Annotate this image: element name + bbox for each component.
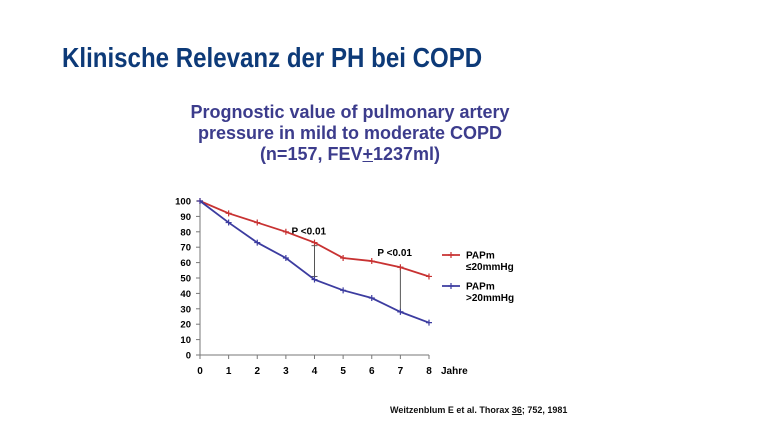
x-tick-label: 4 bbox=[312, 366, 318, 377]
y-tick-label: 30 bbox=[180, 304, 191, 315]
y-tick-label: 70 bbox=[180, 243, 191, 254]
data-point bbox=[426, 273, 432, 280]
data-point bbox=[397, 264, 404, 271]
data-point bbox=[225, 219, 232, 226]
y-tick-label: 10 bbox=[180, 335, 191, 346]
x-tick-label: 6 bbox=[369, 366, 375, 377]
chart-title-line1: Prognostic value of pulmonary artery bbox=[190, 102, 510, 122]
x-tick-label: 2 bbox=[254, 366, 260, 377]
citation: Weitzenblum E et al. Thorax 36; 752, 198… bbox=[390, 405, 567, 415]
chart-title-line3-before: (n=157, FEV bbox=[259, 144, 363, 164]
legend-label: PAPm bbox=[466, 251, 495, 262]
citation-after: ; 752, 1981 bbox=[521, 405, 568, 415]
data-point bbox=[340, 254, 347, 261]
y-tick-label: 20 bbox=[180, 320, 191, 331]
x-tick-label: 3 bbox=[283, 366, 289, 377]
chart-title: Prognostic value of pulmonary artery pre… bbox=[150, 102, 550, 165]
data-point bbox=[311, 276, 318, 283]
data-point bbox=[197, 198, 203, 204]
data-point bbox=[254, 239, 261, 246]
x-tick-label: 0 bbox=[197, 366, 203, 377]
x-tick-label: 5 bbox=[340, 366, 346, 377]
x-tick-label: 1 bbox=[226, 366, 232, 377]
data-point bbox=[311, 239, 318, 246]
chart-title-line3-after: 1237ml) bbox=[373, 144, 441, 164]
data-point bbox=[225, 210, 232, 217]
legend-label: ≤20mmHg bbox=[466, 262, 514, 273]
x-axis-label: Jahre bbox=[441, 366, 468, 377]
data-point bbox=[368, 295, 375, 302]
data-point bbox=[254, 219, 261, 226]
legend-label: PAPm bbox=[466, 282, 495, 293]
slide-title: Klinische Relevanz der PH bei COPD bbox=[62, 42, 483, 73]
y-tick-label: 50 bbox=[180, 274, 191, 285]
data-point bbox=[340, 287, 347, 294]
y-tick-label: 60 bbox=[180, 258, 191, 269]
y-tick-label: 0 bbox=[186, 351, 191, 362]
data-point bbox=[282, 254, 289, 261]
chart-title-line3: (n=157, FEV+1237ml) bbox=[150, 144, 550, 165]
x-tick-label: 8 bbox=[426, 366, 432, 377]
data-point bbox=[282, 228, 289, 235]
legend-marker bbox=[448, 252, 454, 258]
legend-label: >20mmHg bbox=[466, 293, 514, 304]
y-tick-label: 100 bbox=[175, 197, 191, 208]
citation-before: Weitzenblum E et al. Thorax bbox=[390, 405, 512, 415]
chart-title-plus-minus: + bbox=[362, 144, 373, 164]
data-point bbox=[426, 319, 432, 326]
p-value-label: P <0.01 bbox=[292, 227, 327, 238]
p-value-label: P <0.01 bbox=[377, 248, 412, 259]
data-point bbox=[397, 308, 404, 315]
citation-volume: 36 bbox=[511, 405, 522, 415]
chart-title-line2: pressure in mild to moderate COPD bbox=[197, 123, 503, 143]
x-tick-label: 7 bbox=[398, 366, 404, 377]
legend-marker bbox=[448, 283, 454, 289]
y-tick-label: 80 bbox=[180, 227, 191, 238]
data-point bbox=[368, 258, 375, 265]
y-tick-label: 40 bbox=[180, 289, 191, 300]
y-tick-label: 90 bbox=[180, 212, 191, 223]
